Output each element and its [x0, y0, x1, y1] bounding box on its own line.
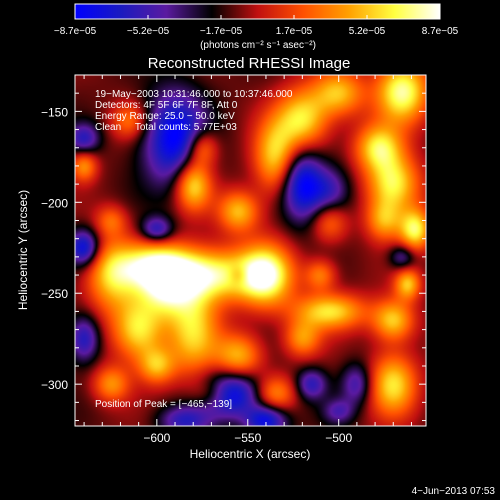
plot-axes: −600 −550 −500 −150 −200 −250 −300 Heliocentr…	[16, 74, 427, 461]
x-tick-label: −500	[325, 431, 352, 445]
colorbar-tick-label: 1.7e−05	[276, 26, 313, 37]
annotation-energy-range: Energy Range: 25.0 − 50.0 keV	[95, 111, 235, 122]
annotation-block: 19−May−2003 10:31:46.000 to 10:37:46.000…	[95, 89, 293, 410]
colorbar-unit-label: (photons cm⁻² s⁻¹ asec⁻²)	[200, 40, 316, 51]
x-tick-label: −550	[234, 431, 261, 445]
colorbar-ticks: −8.7e−05 −5.2e−05 −1.7e−05 1.7e−05 5.2e−05 8.…	[54, 15, 459, 37]
annotation-time-range: 19−May−2003 10:31:46.000 to 10:37:46.000	[95, 89, 293, 100]
colorbar-tick-label: 5.2e−05	[349, 26, 386, 37]
footer-timestamp: 4−Jun−2013 07:53	[412, 486, 496, 497]
annotation-peak-position: Position of Peak = [−465,−139]	[95, 399, 232, 410]
heatmap-canvas	[75, 75, 426, 426]
y-tick-label: −200	[41, 196, 68, 210]
colorbar-tick-label: −5.2e−05	[127, 26, 170, 37]
colorbar-tick-label: −1.7e−05	[200, 26, 243, 37]
x-tick-label: −600	[143, 431, 170, 445]
heatmap-image	[75, 75, 426, 426]
y-axis-label: Heliocentric Y (arcsec)	[16, 190, 30, 310]
plot-frame	[74, 74, 427, 427]
annotation-total-counts: Clean Total counts: 5.77E+03	[95, 122, 237, 133]
y-axis-ticks: −150 −200 −250 −300	[41, 92, 426, 422]
chart-title: Reconstructed RHESSI Image	[148, 55, 351, 72]
colorbar-tick-label: −8.7e−05	[54, 26, 97, 37]
annotation-detectors: Detectors: 4F 5F 6F 7F 8F, Att 0	[95, 100, 238, 111]
colorbar-gradient	[74, 3, 441, 20]
colorbar-tick-label: 8.7e−05	[422, 26, 459, 37]
y-tick-label: −150	[41, 105, 68, 119]
x-axis-ticks: −600 −550 −500	[83, 75, 412, 445]
y-tick-label: −300	[41, 378, 68, 392]
x-axis-label: Heliocentric X (arcsec)	[190, 447, 311, 461]
y-tick-label: −250	[41, 287, 68, 301]
colorbar: −8.7e−05 −5.2e−05 −1.7e−05 1.7e−05 5.2e−05 8.…	[54, 3, 459, 51]
